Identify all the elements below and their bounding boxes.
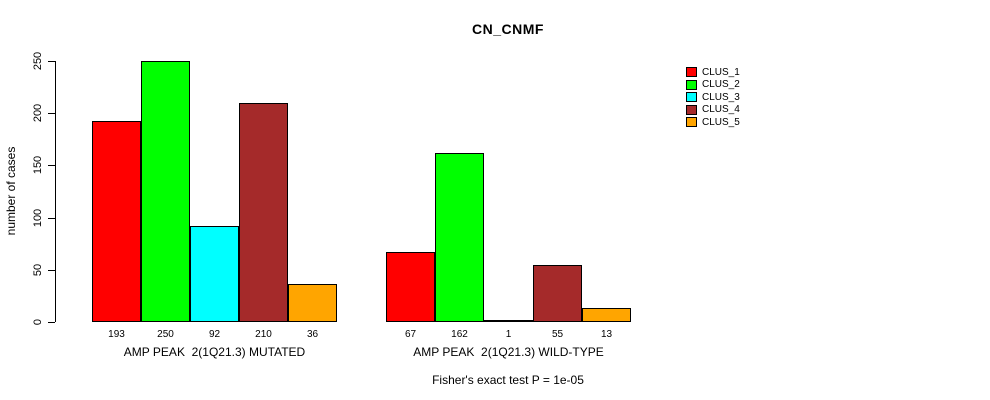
y-axis-line <box>55 61 56 322</box>
legend-label: CLUS_1 <box>702 66 740 78</box>
legend-swatch-clus_3 <box>686 92 697 103</box>
legend-label: CLUS_4 <box>702 104 740 116</box>
bar-clus_1-group1 <box>92 121 141 322</box>
bar-clus_5-group2 <box>582 308 631 322</box>
y-tick-label: 50 <box>32 263 44 277</box>
bar-clus_2-group2 <box>435 153 484 322</box>
legend-swatch-clus_5 <box>686 117 697 128</box>
bar-clus_4-group2 <box>533 265 582 322</box>
bar-value-label: 210 <box>255 329 272 340</box>
y-tick-label: 150 <box>32 155 44 175</box>
y-tick-mark <box>48 61 55 62</box>
legend-row-clus_2: CLUS_2 <box>686 79 740 92</box>
y-tick-label: 0 <box>32 318 44 326</box>
bar-value-label: 36 <box>306 329 319 340</box>
bar-clus_3-group2 <box>484 320 533 322</box>
bar-clus_5-group1 <box>288 284 337 322</box>
y-axis-label: number of cases <box>4 146 18 236</box>
chart-title: CN_CNMF <box>472 21 544 37</box>
y-tick-mark <box>48 165 55 166</box>
y-tick-label: 250 <box>32 51 44 71</box>
legend-label: CLUS_3 <box>702 91 740 103</box>
y-tick-label: 100 <box>32 208 44 228</box>
y-tick-mark <box>48 218 55 219</box>
bar-value-label: 250 <box>157 329 174 340</box>
group-label: AMP PEAK 2(1Q21.3) WILD-TYPE <box>413 345 604 359</box>
y-tick-mark <box>48 113 55 114</box>
bar-clus_1-group2 <box>386 252 435 322</box>
legend-row-clus_3: CLUS_3 <box>686 91 740 104</box>
footnote-annotation: Fisher's exact test P = 1e-05 <box>432 373 584 387</box>
bar-value-label: 92 <box>208 329 221 340</box>
y-tick-mark <box>48 270 55 271</box>
bar-value-label: 162 <box>451 329 468 340</box>
legend-label: CLUS_2 <box>702 79 740 91</box>
bar-value-label: 13 <box>600 329 613 340</box>
bar-value-label: 193 <box>108 329 125 340</box>
bar-clus_4-group1 <box>239 103 288 322</box>
bar-value-label: 55 <box>551 329 564 340</box>
legend-row-clus_4: CLUS_4 <box>686 104 740 117</box>
y-tick-mark <box>48 322 55 323</box>
bar-clus_3-group1 <box>190 226 239 322</box>
group-label: AMP PEAK 2(1Q21.3) MUTATED <box>123 345 306 359</box>
bar-value-label: 67 <box>404 329 417 340</box>
y-tick-label: 200 <box>32 103 44 123</box>
legend-row-clus_5: CLUS_5 <box>686 116 740 129</box>
legend-swatch-clus_1 <box>686 67 697 78</box>
legend-label: CLUS_5 <box>702 116 740 128</box>
legend-swatch-clus_2 <box>686 79 697 90</box>
bar-value-label: 1 <box>505 329 512 340</box>
legend: CLUS_1 CLUS_2 CLUS_3 CLUS_4 CLUS_5 <box>686 66 740 129</box>
legend-swatch-clus_4 <box>686 104 697 115</box>
legend-row-clus_1: CLUS_1 <box>686 66 740 79</box>
bar-clus_2-group1 <box>141 61 190 322</box>
